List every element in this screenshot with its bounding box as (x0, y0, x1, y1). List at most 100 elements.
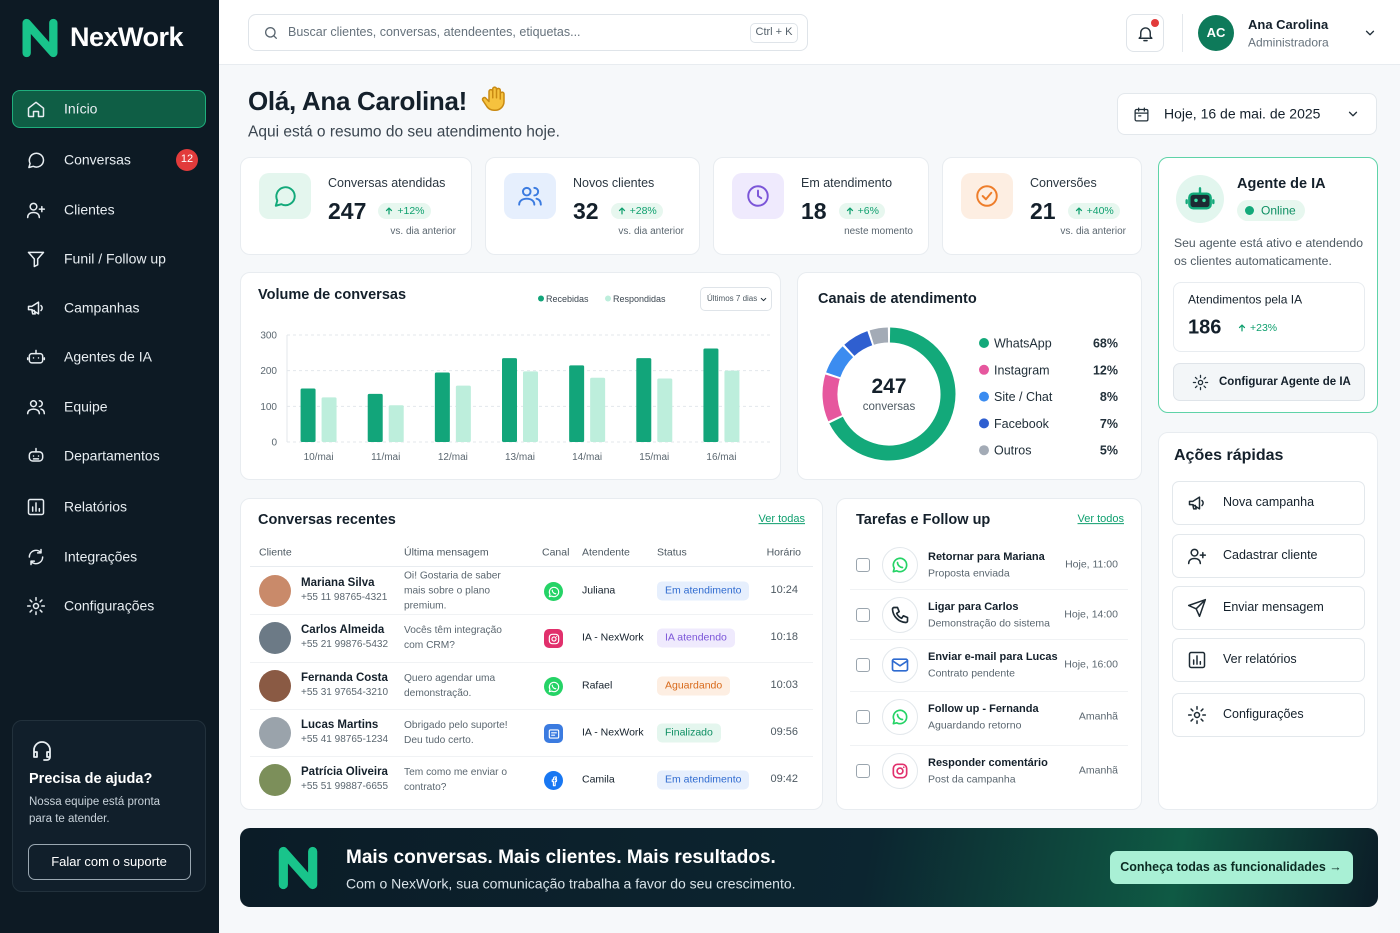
task-checkbox[interactable] (856, 608, 870, 622)
client-phone: +55 51 99887-6655 (301, 780, 389, 792)
kpi-icon (747, 185, 769, 207)
channel-icon-bg (544, 629, 563, 648)
channel-icon-bg (544, 724, 563, 743)
help-button-label[interactable]: Falar com o suporte (51, 853, 167, 869)
task-checkbox[interactable] (856, 764, 870, 778)
icon-shape (981, 191, 993, 201)
icon-shape (29, 202, 38, 211)
icon-shape (27, 101, 45, 118)
banner-logo (278, 846, 318, 890)
quick-action-label[interactable]: Cadastrar cliente (1223, 548, 1318, 563)
kpi-label: Conversões (1030, 176, 1097, 191)
user-name: Ana Carolina (1248, 16, 1329, 32)
avatar-initials: AC (1206, 24, 1226, 40)
icon-shape (265, 27, 276, 38)
greeting-title: Olá, Ana Carolina! (248, 85, 468, 116)
kpi-row: 21 +40% (1030, 198, 1170, 224)
kpi-value: 247 (328, 197, 367, 224)
quick-action-label[interactable]: Ver relatórios (1223, 652, 1297, 667)
icon-shape (548, 681, 559, 692)
nav-label[interactable]: Configurações (64, 597, 155, 614)
icon-shape (1194, 198, 1198, 203)
nav-icon (27, 301, 43, 315)
task-icon-bg (882, 547, 918, 583)
icon-shape (1188, 651, 1206, 669)
nav-label[interactable]: Integrações (64, 548, 138, 565)
nav-label[interactable]: Funil / Follow up (64, 250, 166, 267)
task-checkbox[interactable] (856, 658, 870, 672)
header-divider (250, 566, 813, 567)
banner-button-label[interactable]: Conheça todas as funcionalidades → (1120, 859, 1342, 874)
quick-action-label[interactable]: Nova campanha (1223, 495, 1315, 510)
see-all-link[interactable]: Ver todas (758, 513, 805, 526)
kpi-icon-bg (259, 173, 311, 219)
kpi-icon (274, 186, 296, 207)
ai-button-label[interactable]: Configurar Agente de IA (1219, 375, 1351, 388)
nav-label[interactable]: Campanhas (64, 299, 140, 316)
icon-shape (29, 400, 38, 408)
kpi-label: Conversas atendidas (328, 176, 446, 191)
kpi-row: 247 +12% (328, 198, 468, 224)
icon-shape (551, 775, 557, 786)
kpi-value: 32 (573, 197, 599, 224)
client-avatar (259, 622, 291, 654)
bell-button[interactable] (1126, 14, 1164, 52)
icon-shape (27, 251, 45, 268)
banner-button[interactable] (1110, 851, 1353, 884)
icon-shape (273, 35, 277, 39)
icon-shape (548, 633, 559, 644)
icon-shape (274, 186, 296, 207)
ai-status-bg (1237, 200, 1305, 221)
icon-shape (550, 635, 557, 642)
nav-label[interactable]: Agentes de IA (64, 348, 152, 365)
agent-name: Camila (582, 773, 615, 786)
task-checkbox[interactable] (856, 558, 870, 572)
nav-label[interactable]: Clientes (64, 201, 115, 218)
row-divider (250, 756, 813, 757)
period-select[interactable] (700, 287, 772, 311)
task-title: Ligar para Carlos (928, 601, 1019, 614)
icon-shape (891, 606, 909, 624)
icon-shape (892, 709, 908, 725)
nav-icon (26, 596, 46, 616)
task-due: Hoje, 11:00 (1065, 558, 1118, 571)
task-title: Responder comentário (928, 757, 1048, 770)
quick-action-label[interactable]: Configurações (1223, 707, 1304, 722)
channel-icon (548, 728, 559, 739)
quick-action[interactable] (1172, 586, 1365, 630)
ai-metric-value: 186 (1188, 316, 1222, 339)
nav-label[interactable]: Equipe (64, 398, 108, 415)
nav-label[interactable]: Relatórios (64, 498, 128, 515)
task-title: Retornar para Mariana (928, 551, 1045, 564)
row-divider (250, 614, 813, 615)
quick-action-label[interactable]: Enviar mensagem (1223, 600, 1324, 615)
search-box[interactable] (248, 14, 808, 51)
kpi-change: +28% (610, 203, 663, 219)
client-name: Mariana Silva (301, 576, 375, 589)
date-picker[interactable] (1117, 93, 1377, 135)
client-name: Patrícia Oliveira (301, 765, 388, 778)
quick-action[interactable] (1172, 534, 1365, 578)
nav-label[interactable]: Departamentos (64, 447, 160, 464)
icon-shape (1133, 106, 1149, 117)
nav-label[interactable]: Início (64, 100, 98, 117)
icon-shape (386, 207, 393, 215)
task-subtitle: Contrato pendente (928, 667, 1015, 680)
search-shortcut: Ctrl + K (755, 26, 793, 39)
icon-shape (518, 186, 542, 206)
icon-shape (1192, 655, 1202, 665)
date-label: Hoje, 16 de mai. de 2025 (1164, 105, 1321, 122)
see-all-link[interactable]: Ver todos (1077, 513, 1124, 526)
quick-action[interactable] (1172, 481, 1365, 525)
brand-name: NexWork (70, 22, 184, 53)
icon-shape (896, 561, 904, 569)
nav-label[interactable]: Conversas (64, 151, 131, 168)
task-checkbox[interactable] (856, 710, 870, 724)
nav-icon (27, 498, 45, 516)
icon-shape (32, 602, 40, 610)
icon-shape (1192, 374, 1208, 390)
icon-shape (1202, 198, 1206, 203)
help-button[interactable] (28, 844, 191, 880)
last-message: Tem como me enviar o contrato? (404, 767, 508, 793)
